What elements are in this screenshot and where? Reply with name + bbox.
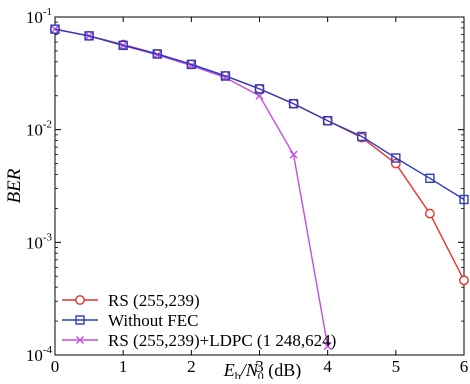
data-point-stroke: [76, 336, 84, 344]
axes-group: 0 1 2 3 4 5 610-110-210-310-4: [26, 6, 468, 376]
data-point: [289, 150, 298, 159]
y-tick-base: 10: [26, 121, 43, 140]
y-tick-exponent: -4: [43, 344, 53, 356]
data-point: [51, 25, 59, 34]
data-point: [152, 49, 162, 59]
y-tick-label: 10-2: [26, 119, 52, 140]
data-point: [50, 24, 60, 34]
data-point-stroke: [323, 342, 332, 351]
data-point: [118, 40, 128, 51]
x-tick-label: 6: [460, 357, 469, 376]
data-point: [459, 275, 469, 286]
x-axis-label: Eb/N0 (dB): [223, 360, 302, 379]
x-label-mid: /N: [240, 360, 259, 379]
data-point: [288, 99, 299, 109]
y-tick-exponent: -1: [43, 6, 52, 18]
data-point: [323, 342, 332, 351]
series-line: [54, 28, 465, 201]
legend-item: Without FEC: [62, 311, 198, 330]
legend-label: RS (255,239)+LDPC (1 248,624): [108, 331, 336, 350]
data-point: [84, 31, 94, 41]
x-label-sub2: 0: [258, 369, 264, 379]
x-tick-label: 1: [119, 357, 128, 376]
x-tick-label: 4: [323, 357, 332, 376]
series-0: [50, 24, 469, 286]
y-axis-label: BER: [4, 168, 25, 203]
data-point: [425, 208, 435, 219]
data-point: [425, 173, 435, 184]
data-point-stroke: [51, 25, 59, 34]
legend-label: Without FEC: [108, 311, 198, 330]
data-point: [322, 116, 333, 126]
data-point: [76, 336, 84, 344]
data-point: [75, 315, 85, 325]
y-tick-base: 10: [26, 8, 43, 27]
x-tick-label: 3: [255, 357, 264, 376]
x-label-suffix: (dB): [264, 360, 302, 379]
y-tick-exponent: -2: [43, 119, 52, 131]
x-tick-label: 0: [51, 357, 60, 376]
y-tick-base: 10: [26, 346, 43, 365]
y-tick-label: 10-1: [26, 6, 52, 27]
series-1: [50, 24, 469, 205]
data-point: [220, 71, 231, 81]
y-tick-label: 10-3: [26, 231, 53, 252]
x-tick-label: 2: [187, 357, 196, 376]
data-point: [186, 59, 197, 70]
legend-item: RS (255,239): [62, 291, 200, 310]
y-tick-label: 10-4: [26, 344, 53, 365]
data-point: [391, 153, 401, 163]
legend-item: RS (255,239)+LDPC (1 248,624): [62, 331, 336, 350]
x-tick-label: 5: [392, 357, 401, 376]
data-point: [75, 295, 85, 305]
series-line: [54, 28, 465, 281]
series-group: [50, 24, 469, 351]
x-label-main: E: [223, 360, 235, 379]
x-label-sub1: b: [235, 369, 241, 379]
y-tick-base: 10: [26, 233, 43, 252]
y-tick-exponent: -3: [43, 231, 53, 243]
data-point: [254, 84, 265, 94]
data-point: [390, 158, 401, 169]
data-point: [459, 194, 469, 205]
legend-label: RS (255,239): [108, 291, 200, 310]
data-point-stroke: [289, 150, 298, 159]
data-point: [357, 131, 367, 142]
